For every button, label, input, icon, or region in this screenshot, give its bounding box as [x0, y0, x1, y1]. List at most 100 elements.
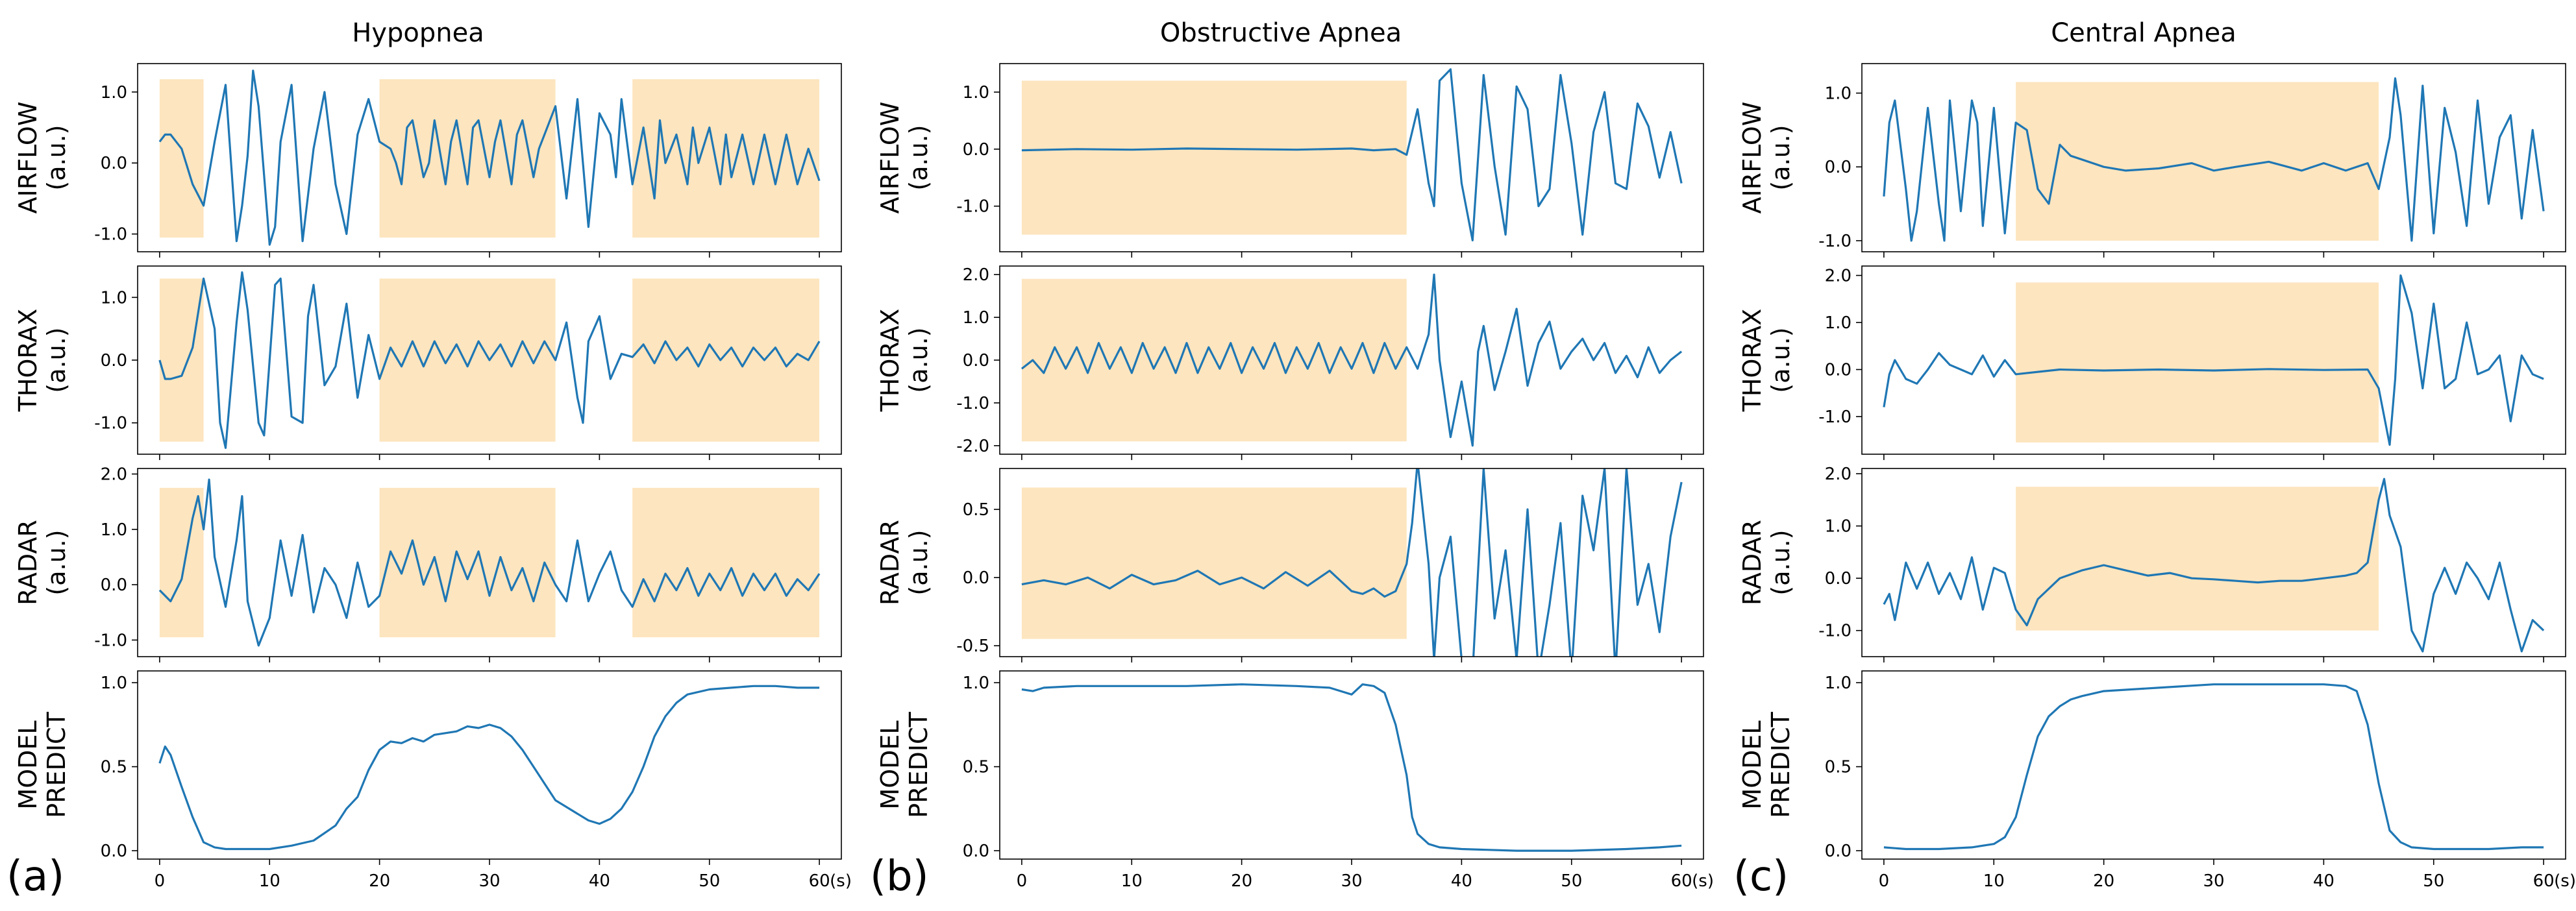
column-hypopnea: 1.0 0.0 -1.0 AIRFLOW(a.u.) 1.0 0.0 -1.0 THORAX(… — [14, 63, 852, 891]
x-tick-label: 20 — [1231, 871, 1252, 891]
x-tick-label: 10 — [1121, 871, 1143, 891]
panel-label-c: (c) — [1733, 853, 1789, 901]
y-tick-label: 1.0 — [1825, 517, 1852, 537]
y-axis-label: RADAR(a.u.) — [1738, 520, 1795, 605]
plot-frame — [137, 670, 842, 860]
event-shading — [632, 487, 820, 638]
event-shading — [159, 79, 204, 238]
y-axis-label: RADAR(a.u.) — [14, 520, 71, 605]
event-shading — [379, 278, 556, 442]
y-tick-label: 1.0 — [1825, 313, 1852, 333]
column-obstructive-apnea: 1.0 0.0 -1.0 AIRFLOW(a.u.) 2.0 1.0 0.0 -1.0 -2.0… — [876, 63, 1714, 891]
column-title-obstructive-apnea: Obstructive Apnea — [1160, 18, 1402, 48]
model-signal-line — [1883, 683, 2544, 851]
event-shading — [379, 79, 556, 238]
y-tick-label: 1.0 — [101, 288, 127, 308]
event-shading — [2016, 82, 2379, 241]
y-tick-label: 1.0 — [101, 520, 127, 540]
y-tick-label: -1.0 — [94, 225, 127, 245]
column-central-apnea: 1.0 0.0 -1.0 AIRFLOW(a.u.) 2.0 1.0 0.0 -1.0 THOR… — [1738, 63, 2576, 891]
x-tick-label: 60 — [809, 871, 830, 891]
x-tick-label: 30 — [478, 871, 500, 891]
y-tick-label: 1.0 — [101, 674, 127, 693]
plot-frame — [1861, 670, 2566, 860]
x-tick-label: 20 — [369, 871, 390, 891]
y-axis-label: THORAX(a.u.) — [1738, 309, 1795, 413]
y-tick-label: 0.0 — [101, 842, 127, 861]
y-tick-label: -1.0 — [956, 394, 989, 413]
y-tick-label: 1.0 — [963, 83, 989, 103]
event-shading — [379, 487, 556, 638]
x-tick-label: 0 — [1879, 871, 1890, 891]
x-unit-label: (s) — [830, 871, 852, 891]
model-signal-line — [1021, 683, 1682, 852]
y-tick-label: 0.5 — [963, 500, 989, 520]
subplot-radar: 0.5 0.0 -0.5 RADAR(a.u.) — [876, 468, 1704, 662]
y-tick-label: 0.0 — [101, 154, 127, 173]
panel-label-a: (a) — [6, 853, 64, 901]
subplot-thorax: 1.0 0.0 -1.0 THORAX(a.u.) — [14, 265, 842, 460]
plot-frame — [999, 670, 1704, 860]
thorax-signal-line — [158, 271, 821, 449]
y-axis-label: AIRFLOW(a.u.) — [876, 102, 933, 214]
x-unit-label: (s) — [2554, 871, 2576, 891]
airflow-signal-line — [158, 69, 821, 246]
subplot-airflow: 1.0 0.0 -1.0 AIRFLOW(a.u.) — [1738, 63, 2566, 258]
y-tick-label: -1.0 — [1818, 232, 1852, 251]
y-tick-label: -1.0 — [94, 414, 127, 433]
y-tick-label: 2.0 — [1825, 267, 1852, 286]
y-tick-label: 1.0 — [101, 83, 127, 103]
y-tick-label: -1.0 — [94, 631, 127, 650]
y-axis-label: AIRFLOW(a.u.) — [14, 102, 71, 214]
y-tick-label: 0.0 — [963, 842, 989, 861]
subplot-radar: 2.0 1.0 0.0 -1.0 RADAR(a.u.) — [1738, 465, 2566, 662]
y-tick-label: 0.0 — [1825, 569, 1852, 589]
x-tick-label: 10 — [1983, 871, 2005, 891]
x-tick-label: 30 — [1341, 871, 1362, 891]
y-tick-label: 0.0 — [101, 351, 127, 370]
thorax-signal-line — [1883, 274, 2544, 446]
radar-signal-line — [1021, 468, 1683, 657]
y-tick-label: 0.0 — [1825, 158, 1852, 177]
x-tick-label: 50 — [2423, 871, 2444, 891]
event-shading — [632, 278, 820, 442]
y-tick-label: 0.0 — [1825, 842, 1852, 861]
column-title-hypopnea: Hypopnea — [352, 18, 484, 48]
x-tick-label: 10 — [259, 871, 280, 891]
y-axis-label: AIRFLOW(a.u.) — [1738, 102, 1795, 214]
y-tick-label: 0.5 — [101, 758, 127, 777]
y-tick-label: 0.0 — [963, 568, 989, 588]
subplot-radar: 2.0 1.0 0.0 -1.0 RADAR(a.u.) — [14, 465, 842, 662]
y-tick-label: -1.0 — [1818, 622, 1852, 641]
y-axis-label: MODELPREDICT — [14, 711, 71, 818]
subplot-thorax: 2.0 1.0 0.0 -1.0 -2.0 THORAX(a.u.) — [876, 265, 1704, 460]
y-tick-label: 0.0 — [1825, 361, 1852, 380]
subplot-airflow: 1.0 0.0 -1.0 AIRFLOW(a.u.) — [876, 63, 1704, 258]
x-tick-label: 0 — [155, 871, 166, 891]
y-tick-label: 2.0 — [1825, 465, 1852, 484]
y-tick-label: -1.0 — [956, 197, 989, 217]
y-tick-label: 0.5 — [1825, 758, 1852, 777]
y-tick-label: 1.0 — [1825, 84, 1852, 103]
x-tick-label: 40 — [589, 871, 610, 891]
y-tick-label: 0.0 — [963, 351, 989, 370]
x-tick-label: 40 — [1451, 871, 1472, 891]
y-tick-label: -1.0 — [1818, 407, 1852, 427]
y-axis-label: THORAX(a.u.) — [876, 309, 933, 413]
y-tick-label: 0.5 — [963, 758, 989, 777]
event-shading — [1021, 80, 1407, 235]
event-shading — [159, 278, 204, 442]
event-shading — [2016, 487, 2379, 631]
model-signal-line — [158, 685, 820, 851]
panel-label-b: (b) — [870, 853, 929, 901]
event-shading — [1021, 487, 1407, 639]
x-tick-label: 30 — [2203, 871, 2224, 891]
y-tick-label: 1.0 — [1825, 674, 1852, 693]
subplot-thorax: 2.0 1.0 0.0 -1.0 THORAX(a.u.) — [1738, 265, 2566, 460]
y-tick-label: -2.0 — [956, 437, 989, 456]
x-tick-label: 40 — [2313, 871, 2334, 891]
x-unit-label: (s) — [1692, 871, 1714, 891]
airflow-signal-line — [1883, 77, 2545, 242]
x-tick-label: 20 — [2093, 871, 2114, 891]
